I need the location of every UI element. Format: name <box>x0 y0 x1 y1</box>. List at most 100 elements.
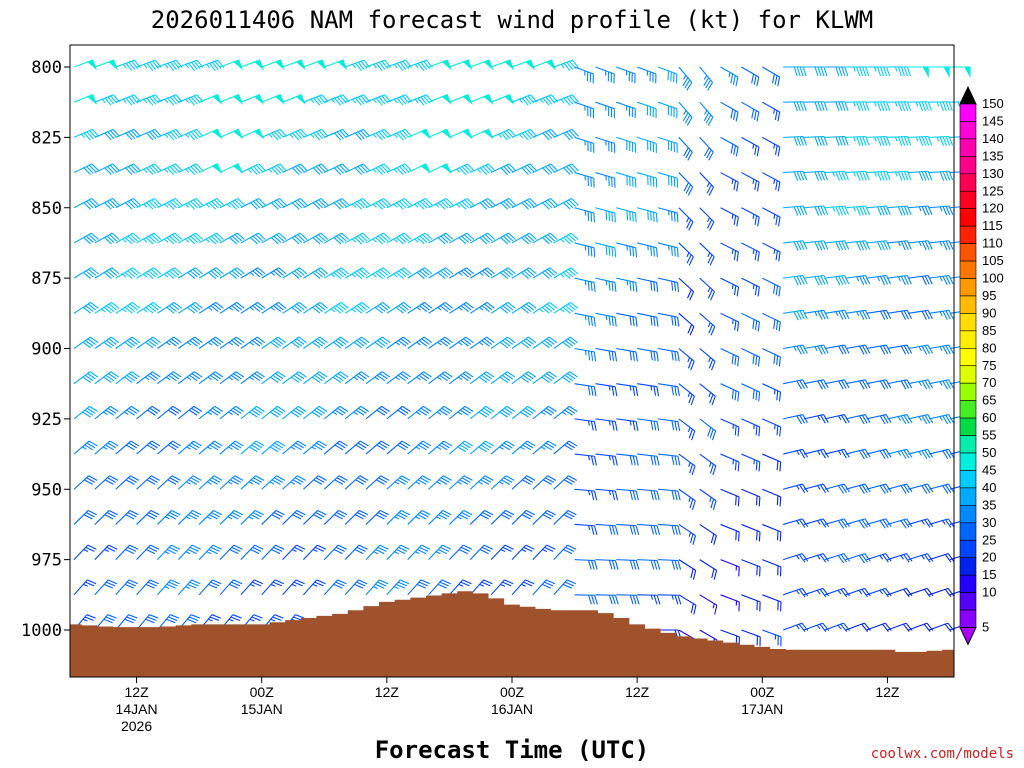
wind-barb <box>783 274 808 286</box>
wind-barb <box>219 267 245 279</box>
wind-barb <box>323 301 349 314</box>
wind-barb <box>136 59 162 72</box>
wind-barb <box>803 518 830 528</box>
wind-barb <box>94 232 120 245</box>
wind-barb <box>803 101 828 112</box>
wind-barb <box>783 448 809 459</box>
wind-barb <box>282 509 306 525</box>
wind-barb <box>741 453 761 472</box>
wind-barb <box>553 94 579 106</box>
wind-barb <box>407 440 432 455</box>
wind-barb <box>240 94 265 105</box>
wind-barb <box>469 371 495 385</box>
wind-barb <box>574 277 596 292</box>
wind-barb <box>699 523 717 545</box>
wind-barb <box>344 267 370 279</box>
wind-barb <box>157 336 182 349</box>
wind-barb <box>157 59 183 72</box>
colorbar-swatch <box>959 539 977 559</box>
chart-title: 2026011406 NAM forecast wind profile (kt… <box>151 6 873 34</box>
wind-barb <box>908 101 932 112</box>
wind-barb <box>762 488 782 507</box>
wind-barb <box>386 405 411 420</box>
x-tick-label: 17JAN <box>741 701 783 717</box>
colorbar-label: 60 <box>982 410 996 425</box>
wind-barb <box>511 128 538 141</box>
wind-barb <box>511 198 537 210</box>
wind-barb <box>762 383 782 402</box>
wind-barb <box>324 128 350 141</box>
wind-barb <box>678 242 694 266</box>
wind-barb <box>261 163 287 176</box>
wind-barb <box>240 59 264 71</box>
wind-barb <box>261 579 284 596</box>
wind-barb <box>303 128 329 141</box>
wind-barb <box>574 242 596 258</box>
wind-barb <box>762 453 782 472</box>
wind-barb <box>657 242 679 258</box>
wind-barb <box>532 232 558 245</box>
wind-barb <box>324 232 350 245</box>
wind-barb <box>887 483 913 494</box>
wind-barb <box>845 101 870 112</box>
wind-barb <box>198 371 224 385</box>
wind-barb <box>866 448 892 460</box>
wind-barb <box>887 448 913 460</box>
colorbar-label: 75 <box>982 358 996 373</box>
wind-barb <box>219 371 245 385</box>
colorbar-label: 90 <box>982 305 996 320</box>
wind-barb <box>762 629 782 647</box>
wind-barb <box>699 488 717 510</box>
y-axis: 800 825 850 875 900 925 950 975 1000 <box>21 58 70 641</box>
wind-barb <box>240 232 266 245</box>
wind-barb <box>511 94 538 106</box>
wind-barb <box>177 405 203 420</box>
wind-barb <box>678 523 697 545</box>
wind-barb <box>950 66 971 79</box>
wind-barb <box>824 205 850 216</box>
wind-barb <box>219 301 245 314</box>
wind-barb <box>386 475 411 490</box>
wind-barb <box>365 59 392 72</box>
wind-barb <box>115 336 141 349</box>
wind-barb <box>198 128 223 140</box>
wind-barb <box>94 301 120 314</box>
wind-barb <box>616 101 636 119</box>
wind-barb <box>636 172 658 188</box>
x-tick-label: 12Z <box>875 684 900 700</box>
wind-barb <box>115 405 140 420</box>
wind-barb <box>386 163 412 176</box>
wind-barb <box>157 579 180 596</box>
wind-barb <box>240 405 265 420</box>
wind-barb <box>344 198 371 210</box>
wind-barb <box>365 440 390 455</box>
colorbar-label: 100 <box>982 271 1004 286</box>
wind-barb <box>887 344 913 355</box>
wind-barb <box>177 440 202 455</box>
colorbar-swatch <box>959 225 977 244</box>
wind-barb <box>178 128 204 141</box>
wind-barb <box>449 336 474 349</box>
wind-barb <box>198 336 224 349</box>
wind-barb <box>344 440 369 455</box>
colorbar-swatch <box>959 487 977 506</box>
wind-barb <box>720 312 740 332</box>
wind-barb <box>532 544 556 561</box>
wind-barb <box>365 198 391 210</box>
wind-barb <box>887 135 912 146</box>
wind-barb <box>928 518 955 528</box>
wind-barb <box>824 101 849 112</box>
wind-barb <box>845 518 871 529</box>
x-tick-label: 14JAN <box>116 701 158 717</box>
wind-barb <box>73 232 99 245</box>
wind-barb <box>595 172 616 188</box>
wind-barb <box>678 383 695 406</box>
wind-barb <box>574 383 597 397</box>
wind-barb <box>94 128 120 141</box>
wind-barb <box>407 475 432 490</box>
wind-barb <box>136 336 161 349</box>
wind-barb <box>741 66 760 87</box>
wind-barb <box>198 94 223 105</box>
wind-barb <box>845 587 871 598</box>
wind-barb <box>845 66 870 77</box>
